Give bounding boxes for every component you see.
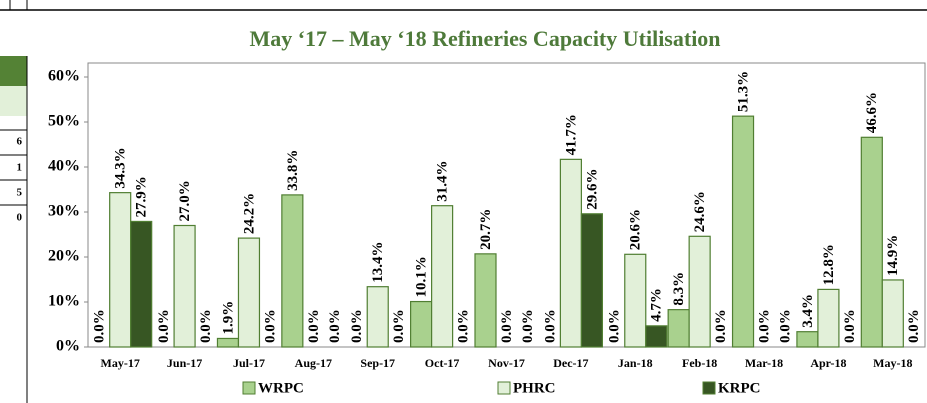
bar (559, 158, 582, 348)
plot-frame (87, 62, 926, 348)
bar (431, 205, 454, 348)
data-label: 0.0% (542, 309, 558, 343)
bar (130, 220, 153, 348)
data-label: 27.0% (177, 180, 193, 221)
data-label: 13.4% (370, 241, 386, 282)
bar (860, 136, 883, 348)
data-label: 33.8% (285, 150, 301, 191)
legend-label: WRPC (258, 380, 304, 396)
bar (237, 237, 261, 348)
data-label: 0.0% (499, 309, 515, 343)
x-tick-label: Mar-18 (745, 356, 783, 370)
bar (109, 192, 132, 348)
x-tick-label: Dec-17 (553, 356, 588, 370)
data-label: 29.6% (584, 169, 600, 210)
data-label: 0.0% (349, 309, 365, 343)
x-tick-label: May-18 (873, 356, 912, 370)
bar (667, 309, 690, 348)
table-cell: 6 (17, 136, 23, 148)
data-label: 27.9% (134, 176, 150, 217)
data-label: 0.0% (391, 309, 407, 343)
data-label: 41.7% (563, 114, 579, 155)
data-label: 46.6% (864, 92, 880, 133)
y-tick-label: 50% (48, 113, 80, 130)
data-label: 1.9% (220, 301, 236, 335)
data-label: 0.0% (756, 309, 772, 343)
data-label: 20.6% (628, 209, 644, 250)
data-label: 0.0% (327, 309, 343, 343)
x-tick-label: May-17 (101, 356, 140, 370)
legend-swatch (702, 381, 716, 395)
bar (474, 253, 497, 348)
data-label: 24.2% (241, 193, 257, 234)
data-label: 0.0% (842, 309, 858, 343)
table-cell: 5 (17, 187, 23, 199)
legend-label: KRPC (718, 380, 761, 396)
data-label: 0.0% (456, 309, 472, 343)
table-cell: 1 (17, 162, 23, 174)
x-tick-label: Jul-17 (233, 356, 265, 370)
bar (624, 253, 647, 348)
table-fragment: 6 1 5 0 (0, 56, 28, 403)
data-label: 0.0% (262, 309, 278, 343)
bar (688, 235, 711, 348)
y-tick-label: 40% (48, 158, 80, 175)
data-label: 4.7% (649, 288, 665, 322)
data-label: 0.0% (198, 309, 214, 343)
data-label: 14.9% (885, 235, 901, 276)
data-label: 24.6% (692, 191, 708, 232)
bar (731, 115, 755, 348)
legend-swatch (497, 381, 511, 395)
bar (366, 286, 389, 348)
data-label: 0.0% (156, 309, 172, 343)
data-label: 8.3% (671, 272, 687, 306)
chart-title: May ‘17 – May ‘18 Refineries Capacity Ut… (249, 26, 720, 51)
y-tick-label: 10% (48, 293, 80, 310)
data-label: 0.0% (306, 309, 322, 343)
data-label: 0.0% (906, 309, 922, 343)
data-label: 31.4% (435, 160, 451, 201)
data-label: 34.3% (113, 147, 129, 188)
bar (173, 224, 196, 348)
x-tick-label: Nov-17 (488, 356, 525, 370)
x-tick-label: Feb-18 (682, 356, 717, 370)
legend-label: PHRC (513, 380, 556, 396)
table-header (0, 56, 27, 86)
data-label: 10.1% (414, 256, 430, 297)
table-row (0, 86, 27, 116)
bar (410, 300, 433, 348)
y-tick-label: 60% (48, 68, 80, 85)
x-tick-label: Apr-18 (810, 356, 846, 370)
data-label: 3.4% (800, 294, 816, 328)
y-tick-label: 30% (48, 203, 80, 220)
y-tick-label: 20% (48, 248, 80, 265)
table-cell: 0 (17, 212, 23, 224)
data-label: 0.0% (713, 309, 729, 343)
x-tick-label: Jun-17 (167, 356, 202, 370)
bar (216, 337, 240, 348)
data-label: 0.0% (92, 309, 108, 343)
legend-swatch (242, 381, 256, 395)
bar (281, 194, 304, 348)
x-tick-label: Sep-17 (360, 356, 395, 370)
data-label: 51.3% (735, 71, 751, 112)
bar (881, 279, 904, 348)
x-tick-label: Oct-17 (425, 356, 460, 370)
data-label: 12.8% (821, 244, 837, 285)
x-tick-label: Jan-18 (618, 356, 653, 370)
data-label: 20.7% (478, 209, 494, 250)
bar (645, 325, 668, 348)
data-label: 0.0% (520, 309, 536, 343)
bar (817, 288, 840, 348)
bar (580, 213, 603, 348)
data-label: 0.0% (607, 309, 623, 343)
data-label: 0.0% (777, 309, 793, 343)
x-tick-label: Aug-17 (295, 356, 332, 370)
y-tick-label: 0% (56, 338, 80, 355)
bar (796, 331, 819, 348)
